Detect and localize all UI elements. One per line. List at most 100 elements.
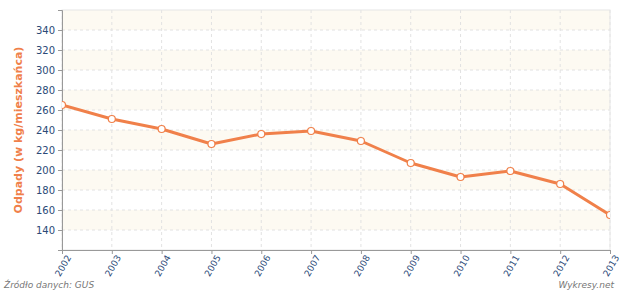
band xyxy=(62,130,610,150)
grid-line xyxy=(62,130,610,131)
tick-label: 2004 xyxy=(153,253,173,278)
tick-mark xyxy=(261,250,262,254)
data-point xyxy=(507,168,514,175)
tick-mark xyxy=(211,250,212,254)
tick-mark xyxy=(162,250,163,254)
tick-mark xyxy=(62,250,63,254)
tick-label: 180 xyxy=(36,185,55,196)
tick: 2004 xyxy=(153,250,173,278)
tick-label: 260 xyxy=(36,105,55,116)
tick: 2011 xyxy=(502,250,522,278)
tick-mark xyxy=(560,250,561,254)
tick-label: 140 xyxy=(36,225,55,236)
tick: 320 xyxy=(36,45,62,56)
grid-line xyxy=(62,30,610,31)
tick: 2007 xyxy=(302,250,322,278)
axis-line xyxy=(63,251,611,255)
grid-line xyxy=(460,10,461,250)
grid-line xyxy=(510,10,511,250)
chart: 1401601802002202402602803003203402002200… xyxy=(0,0,620,292)
tick: 2002 xyxy=(53,250,73,278)
plot-frame xyxy=(62,10,610,250)
band xyxy=(62,90,610,110)
band xyxy=(62,210,610,230)
grid-line xyxy=(62,150,610,151)
x-axis: 2002 2003 2004 2005 2006 2007 2008 2009 2010 2011… xyxy=(53,250,620,278)
grid-line xyxy=(211,10,212,250)
tick: 240 xyxy=(36,125,62,136)
y-axis: 140 160 180 200 220 240 260 280 300 320 340 xyxy=(36,11,63,251)
tick-label: 2012 xyxy=(551,253,571,278)
tick-label: 280 xyxy=(36,85,55,96)
grid-line xyxy=(62,110,610,111)
grid-line xyxy=(62,190,610,191)
tick-label: 2002 xyxy=(53,253,73,278)
data-point xyxy=(607,212,611,219)
data-point xyxy=(208,141,215,148)
data-point xyxy=(158,126,165,133)
tick-mark xyxy=(58,30,62,31)
plot-area xyxy=(62,102,610,219)
data-point xyxy=(258,131,265,138)
tick-label: 160 xyxy=(36,205,55,216)
axis-title: Odpady (w kg/mieszkańca) xyxy=(12,47,25,214)
data-point xyxy=(407,160,414,167)
tick-mark xyxy=(58,190,62,191)
tick-mark xyxy=(58,90,62,91)
grid-line xyxy=(62,210,610,211)
grid-line xyxy=(62,70,610,71)
band xyxy=(62,10,610,30)
tick-mark xyxy=(361,250,362,254)
band xyxy=(62,170,610,190)
tick: 300 xyxy=(36,65,62,76)
tick-mark xyxy=(411,250,412,254)
data-point xyxy=(457,174,464,181)
grid-line xyxy=(62,50,610,51)
tick-mark xyxy=(58,210,62,211)
tick: 2005 xyxy=(203,250,223,278)
tick: 2006 xyxy=(252,250,272,278)
tick-label: 2009 xyxy=(402,253,422,278)
data-point xyxy=(308,128,315,135)
grid-line xyxy=(560,10,561,250)
data-point xyxy=(108,116,115,123)
tick: 340 xyxy=(36,25,62,36)
annotation: Źródło danych: GUS xyxy=(3,279,94,290)
grid-line xyxy=(62,90,610,91)
band xyxy=(62,50,610,70)
tick: 2012 xyxy=(551,250,571,278)
tick: 2009 xyxy=(402,250,422,278)
tick-label: 2011 xyxy=(502,253,522,278)
tick-label: 2003 xyxy=(103,253,123,278)
grid-line xyxy=(62,170,610,171)
grid-line xyxy=(360,10,361,250)
tick: 280 xyxy=(36,85,62,96)
tick-label: 2013 xyxy=(601,253,620,278)
tick: 140 xyxy=(36,225,62,236)
tick-label: 2010 xyxy=(452,253,472,278)
grid-line xyxy=(62,230,610,231)
tick: 2003 xyxy=(103,250,123,278)
tick-mark xyxy=(311,250,312,254)
tick: 2008 xyxy=(352,250,372,278)
tick: 2010 xyxy=(452,250,472,278)
grid-line xyxy=(111,10,112,250)
data-line xyxy=(62,105,610,215)
tick-label: 2006 xyxy=(252,253,272,278)
bands xyxy=(62,10,610,230)
axis-line xyxy=(58,11,63,251)
tick-mark xyxy=(58,130,62,131)
grid-line xyxy=(410,10,411,250)
tick-mark xyxy=(58,70,62,71)
data-point xyxy=(557,181,564,188)
tick-label: 300 xyxy=(36,65,55,76)
tick-mark xyxy=(58,110,62,111)
tick-mark xyxy=(461,250,462,254)
tick-mark xyxy=(510,250,511,254)
tick-mark xyxy=(58,230,62,231)
tick: 200 xyxy=(36,165,62,176)
tick-label: 340 xyxy=(36,25,55,36)
tick-mark xyxy=(58,150,62,151)
tick-label: 220 xyxy=(36,145,55,156)
tick: 160 xyxy=(36,205,62,216)
